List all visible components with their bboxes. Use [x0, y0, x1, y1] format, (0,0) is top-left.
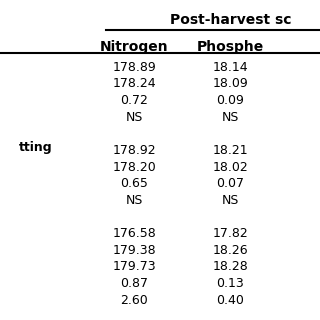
- Text: 0.07: 0.07: [216, 177, 244, 190]
- Text: 179.38: 179.38: [113, 244, 156, 257]
- Text: Post-harvest sc: Post-harvest sc: [170, 13, 291, 27]
- Text: 178.24: 178.24: [113, 77, 156, 91]
- Text: 0.72: 0.72: [120, 94, 148, 107]
- Text: Phosphe: Phosphe: [197, 40, 264, 54]
- Text: NS: NS: [222, 111, 239, 124]
- Text: Nitrogen: Nitrogen: [100, 40, 169, 54]
- Text: 2.60: 2.60: [121, 294, 148, 307]
- Text: 18.28: 18.28: [212, 260, 248, 274]
- Text: 18.09: 18.09: [212, 77, 248, 91]
- Text: 18.26: 18.26: [212, 244, 248, 257]
- Text: 178.92: 178.92: [113, 144, 156, 157]
- Text: 0.13: 0.13: [217, 277, 244, 290]
- Text: tting: tting: [19, 141, 53, 154]
- Text: 178.89: 178.89: [113, 61, 156, 74]
- Text: NS: NS: [126, 111, 143, 124]
- Text: 178.20: 178.20: [113, 161, 156, 174]
- Text: 0.65: 0.65: [120, 177, 148, 190]
- Text: 18.21: 18.21: [212, 144, 248, 157]
- Text: NS: NS: [222, 194, 239, 207]
- Text: 176.58: 176.58: [113, 227, 156, 240]
- Text: 17.82: 17.82: [212, 227, 248, 240]
- Text: 0.09: 0.09: [216, 94, 244, 107]
- Text: 18.02: 18.02: [212, 161, 248, 174]
- Text: 0.40: 0.40: [216, 294, 244, 307]
- Text: NS: NS: [126, 194, 143, 207]
- Text: 0.87: 0.87: [120, 277, 148, 290]
- Text: 179.73: 179.73: [113, 260, 156, 274]
- Text: 18.14: 18.14: [212, 61, 248, 74]
